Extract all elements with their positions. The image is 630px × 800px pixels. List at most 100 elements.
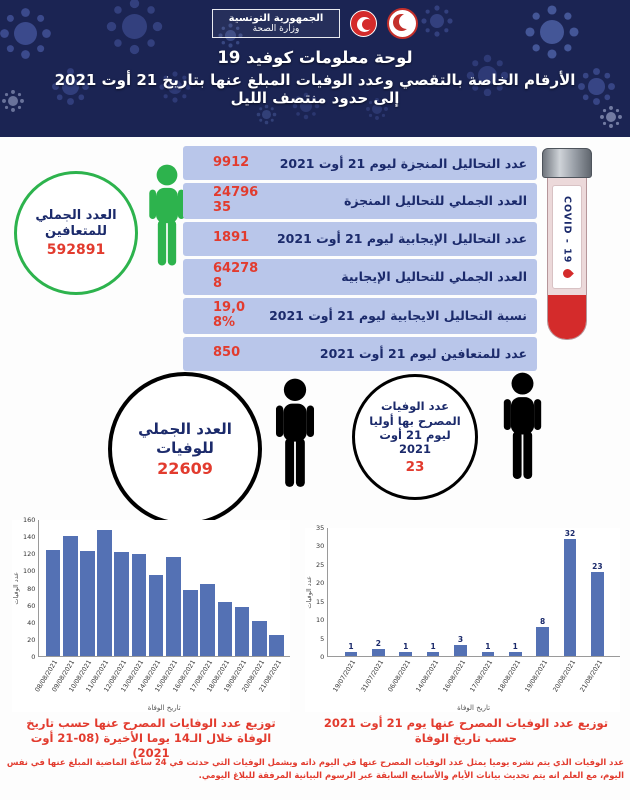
stat-value: 642788 bbox=[213, 260, 259, 291]
stat-value: 1891 bbox=[213, 230, 250, 246]
total-recovered-circle: العدد الجملي للمتعافين 592891 bbox=[14, 171, 138, 295]
bar-column bbox=[148, 520, 165, 656]
bar bbox=[344, 652, 358, 656]
dashboard-subtitle-line1: الأرقام الخاصة بالتقصي وعدد الوفيات المب… bbox=[54, 71, 576, 89]
bar-column bbox=[130, 520, 147, 656]
x-tick-label: 21/08/2021 bbox=[579, 659, 605, 694]
virus-icon bbox=[606, 112, 616, 122]
health-ministry-crescent-icon bbox=[387, 8, 419, 39]
covid19-label: COVID - 19 bbox=[561, 196, 573, 264]
x-axis-title: تاريخ الوفاة bbox=[147, 704, 181, 712]
bar-value-label: 32 bbox=[564, 528, 576, 538]
bar-value-label: 1 bbox=[512, 642, 518, 652]
stat-row-positive-today: عدد التحاليل الإيجابية ليوم 21 أوت 2021 … bbox=[183, 221, 537, 256]
total-deaths-label: العدد الجملي للوفيات bbox=[138, 419, 232, 457]
ministry-logo-block: الجمهورية التونسية وزارة الصحة bbox=[0, 0, 630, 39]
x-axis-labels: 08/08/2021 09/08/2021 10/08/2021 11/08/2021… bbox=[34, 657, 290, 703]
total-deaths-person-icon bbox=[264, 378, 326, 496]
y-axis-title: عدد الوفيات bbox=[305, 576, 313, 609]
x-axis-title: تاريخ الوفاة bbox=[457, 704, 491, 712]
total-recovered-value: 592891 bbox=[46, 242, 106, 259]
stat-value: 2479635 bbox=[213, 185, 259, 215]
bar bbox=[372, 648, 385, 656]
bar bbox=[481, 652, 495, 656]
stat-row-positive-total: العدد الجملي للتحاليل الإيجابية 642788 bbox=[183, 258, 537, 295]
bar-column bbox=[182, 520, 199, 656]
bar bbox=[183, 589, 198, 656]
bar bbox=[45, 549, 61, 656]
x-tick-label: 06/08/2021 bbox=[387, 659, 413, 694]
bar-column bbox=[216, 520, 233, 656]
bar-value-label: 1 bbox=[430, 642, 436, 652]
virus-icon bbox=[588, 78, 605, 95]
ministry-name-label: وزارة الصحة bbox=[252, 24, 300, 34]
bar bbox=[97, 530, 112, 656]
stat-row-tests-today: عدد التحاليل المنجزة ليوم 21 أوت 2021 99… bbox=[183, 146, 537, 180]
bar bbox=[131, 554, 147, 656]
y-axis: 35 30 25 20 15 10 5 0 bbox=[316, 524, 325, 661]
stat-row-tests-total: العدد الجملي للتحاليل المنجزة 2479635 bbox=[183, 183, 537, 219]
bar-column: 23 bbox=[584, 528, 611, 656]
bar bbox=[148, 575, 164, 656]
ministry-name-box: الجمهورية التونسية وزارة الصحة bbox=[211, 9, 341, 38]
stat-label: عدد التحاليل الإيجابية ليوم 21 أوت 2021 bbox=[276, 231, 527, 247]
bar-value-label: 1 bbox=[348, 642, 354, 652]
virus-icon bbox=[122, 14, 148, 40]
stat-value: 9912 bbox=[213, 154, 250, 170]
bar-column bbox=[251, 520, 268, 656]
bar bbox=[426, 652, 440, 656]
right-chart-title: توزيع عدد الوفيات المصرح عنها يوم 21 أوت… bbox=[323, 716, 609, 745]
total-deaths-circle: العدد الجملي للوفيات 22609 bbox=[108, 372, 262, 526]
bar bbox=[114, 552, 130, 656]
bar bbox=[399, 652, 412, 656]
stat-label: عدد التحاليل المنجزة ليوم 21 أوت 2021 bbox=[279, 155, 527, 171]
test-tube-label: COVID - 19 bbox=[552, 185, 582, 289]
stat-label: عدد للمتعافين ليوم 21 أوت 2021 bbox=[319, 346, 527, 362]
x-axis-labels: 19/07/2021 31/07/2021 06/08/2021 14/08/2021… bbox=[327, 657, 620, 703]
bar-value-label: 8 bbox=[539, 616, 546, 626]
dashboard-title: لوحة معلومات كوفيد 19 bbox=[217, 48, 413, 67]
total-deaths-value: 22609 bbox=[157, 459, 213, 479]
bar-column: 1 bbox=[474, 528, 501, 656]
stat-row-recovered-today: عدد للمتعافين ليوم 21 أوت 2021 850 bbox=[183, 336, 537, 371]
bar-column: 32 bbox=[556, 528, 583, 656]
bar-column bbox=[113, 520, 130, 656]
bar-value-label: 1 bbox=[485, 642, 491, 652]
plot-area: 1 2 1 1 3 1 1 8 32 23 bbox=[327, 528, 620, 657]
x-tick-label: 16/08/2021 bbox=[442, 659, 468, 694]
bar bbox=[251, 621, 267, 656]
bar-column bbox=[268, 520, 285, 656]
bar-value-label: 3 bbox=[457, 635, 464, 645]
bar-column: 1 bbox=[502, 528, 529, 656]
tunisia-flag-icon bbox=[350, 10, 378, 37]
total-recovered-label: العدد الجملي للمتعافين bbox=[35, 207, 117, 239]
test-tube-blood-sample bbox=[548, 295, 586, 339]
bar bbox=[234, 606, 250, 656]
bar-column bbox=[165, 520, 182, 656]
bar bbox=[80, 551, 95, 656]
bar bbox=[591, 571, 604, 656]
virus-icon bbox=[225, 30, 236, 41]
deaths-declared-today-chart: عدد الوفيات 35 30 25 20 15 10 5 0 1 2 1 1 3 1 1 8 32 23 … bbox=[305, 524, 620, 712]
left-chart-title: توزيع عدد الوفايات المصرح عنها حسب تاريخ… bbox=[26, 716, 276, 760]
dashboard-subtitle-line2: إلى حدود منتصف الليل bbox=[230, 89, 400, 107]
virus-icon bbox=[372, 104, 382, 114]
bar-column: 2 bbox=[365, 528, 392, 656]
bar bbox=[508, 652, 522, 656]
daily-deaths-value: 23 bbox=[405, 458, 425, 475]
x-tick-label: 19/08/2021 bbox=[524, 659, 550, 694]
y-axis-title: عدد الوفيات bbox=[12, 572, 20, 605]
x-tick-label: 21/08/2021 bbox=[257, 659, 284, 694]
bar-column: 1 bbox=[337, 528, 364, 656]
bar bbox=[217, 601, 233, 656]
dashboard-titles: لوحة معلومات كوفيد 19 الأرقام الخاصة بال… bbox=[0, 48, 630, 107]
stat-label: العدد الجملي للتحاليل الإيجابية bbox=[341, 269, 527, 285]
bar bbox=[536, 626, 549, 656]
y-axis: 160 140 120 100 80 60 40 20 0 bbox=[23, 516, 36, 661]
virus-icon bbox=[62, 78, 79, 95]
header-banner: الجمهورية التونسية وزارة الصحة لوحة معلو… bbox=[0, 0, 630, 137]
virus-icon bbox=[168, 80, 183, 95]
bar-column bbox=[62, 520, 79, 656]
bar-value-label: 23 bbox=[592, 561, 603, 571]
